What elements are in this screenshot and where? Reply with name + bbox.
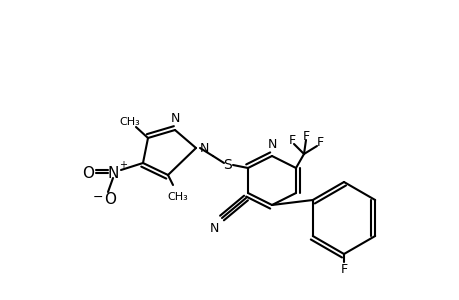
Text: F: F bbox=[302, 130, 309, 142]
Text: N: N bbox=[209, 223, 218, 236]
Text: CH₃: CH₃ bbox=[119, 117, 140, 127]
Text: O: O bbox=[82, 166, 94, 181]
Text: F: F bbox=[288, 134, 295, 146]
Text: F: F bbox=[340, 263, 347, 277]
Text: N: N bbox=[107, 166, 118, 181]
Text: +: + bbox=[119, 160, 127, 170]
Text: −: − bbox=[93, 190, 103, 203]
Text: O: O bbox=[104, 191, 116, 206]
Text: F: F bbox=[316, 136, 323, 148]
Text: CH₃: CH₃ bbox=[167, 192, 188, 202]
Text: N: N bbox=[267, 138, 276, 151]
Text: N: N bbox=[170, 112, 179, 125]
Text: S: S bbox=[223, 158, 232, 172]
Text: N: N bbox=[200, 142, 209, 154]
